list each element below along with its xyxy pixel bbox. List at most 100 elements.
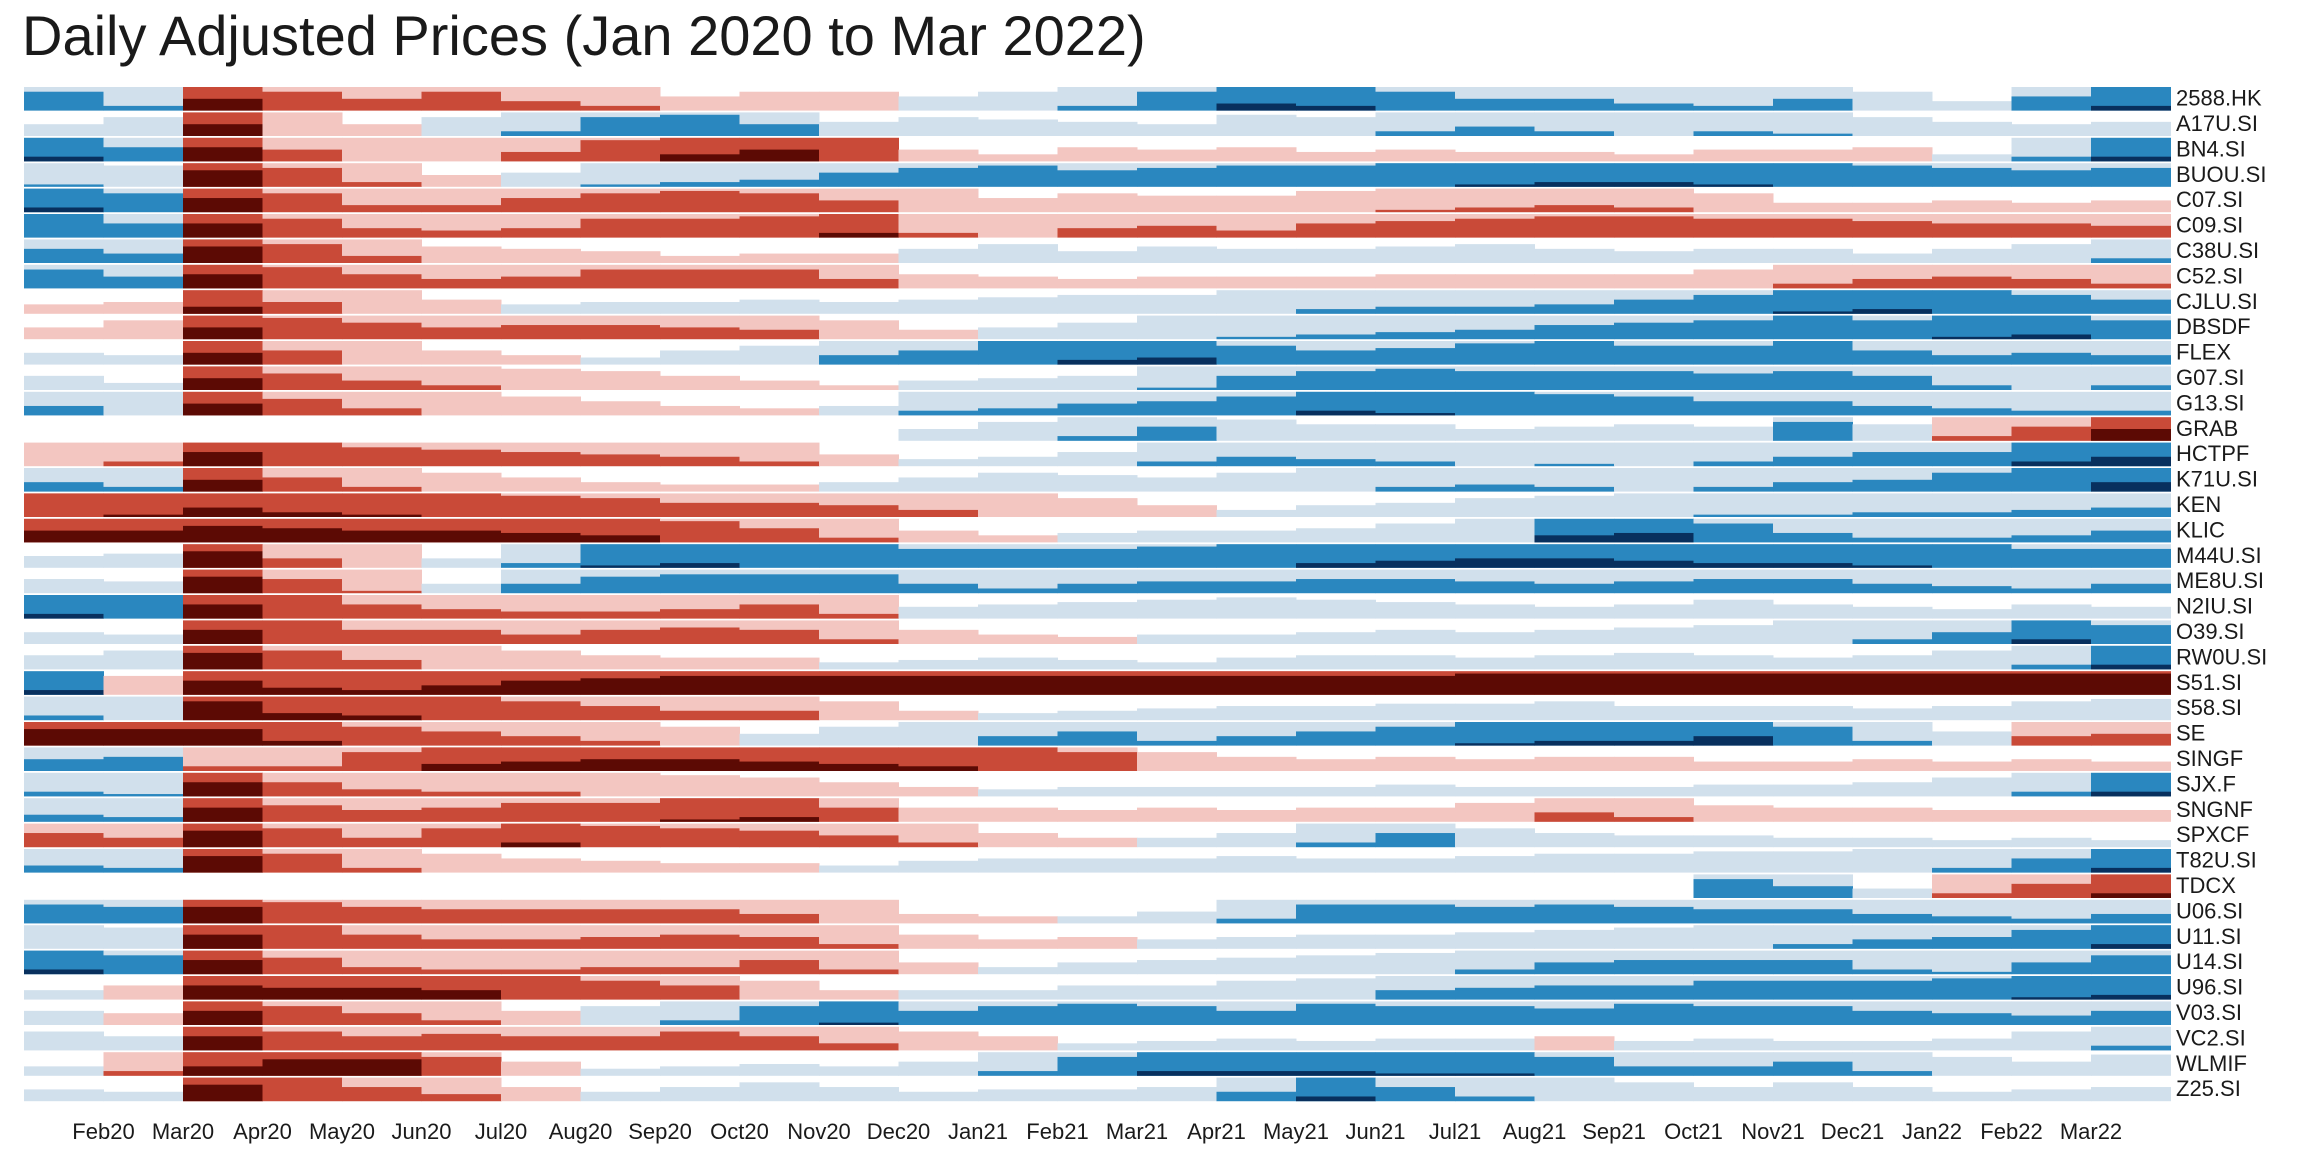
horizon-band [2091, 355, 2171, 365]
horizon-band [1534, 426, 1615, 441]
horizon-band [1137, 387, 1217, 390]
horizon-band [1534, 1036, 1615, 1051]
horizon-band [1375, 391, 1456, 416]
horizon-band [2091, 264, 2171, 289]
horizon-band [1932, 121, 2012, 136]
horizon-band [1137, 91, 1217, 111]
horizon-band [2091, 1087, 2171, 1102]
horizon-band [739, 1064, 820, 1076]
horizon-band [2091, 994, 2171, 1000]
horizon-band [819, 1087, 899, 1102]
horizon-band [103, 817, 184, 822]
horizon-band [183, 198, 263, 213]
horizon-band [103, 553, 184, 568]
horizon-band [1693, 401, 1774, 416]
horizon-band [2011, 639, 2092, 644]
horizon-band [1852, 350, 1933, 365]
horizon-band [1614, 188, 1694, 213]
horizon-band [262, 193, 343, 213]
horizon-band [898, 380, 979, 390]
horizon-band [898, 629, 979, 644]
horizon-band [660, 967, 740, 975]
horizon-band [421, 558, 502, 568]
horizon-band [580, 1068, 661, 1076]
horizon-band [660, 909, 740, 924]
horizon-band [1375, 306, 1456, 314]
horizon-band [1534, 558, 1615, 568]
horizon-band [978, 548, 1058, 568]
horizon-band [24, 1066, 104, 1076]
horizon-band [819, 172, 899, 187]
horizon-band [978, 119, 1058, 136]
horizon-band [739, 408, 820, 416]
horizon-band [1455, 657, 1535, 670]
horizon-band [1137, 858, 1217, 873]
horizon-band [1773, 1040, 1853, 1051]
horizon-band [1852, 655, 1933, 670]
horizon-band [1932, 167, 2012, 187]
horizon-band [103, 756, 184, 771]
horizon-band [24, 556, 104, 568]
horizon-band [2011, 410, 2092, 416]
horizon-band [1614, 532, 1694, 543]
horizon-band [1455, 391, 1535, 416]
horizon-band [1216, 581, 1297, 594]
horizon-band [183, 747, 263, 771]
horizon-band [819, 675, 899, 695]
horizon-band [1852, 673, 1933, 695]
horizon-band [1455, 828, 1535, 848]
horizon-band [1455, 987, 1535, 1000]
horizon-band [342, 752, 422, 771]
horizon-band [24, 690, 104, 695]
horizon-band [580, 967, 661, 975]
horizon-band [1375, 112, 1456, 136]
horizon-band [262, 853, 343, 873]
horizon-band [1057, 498, 1138, 517]
horizon-band [342, 789, 422, 797]
horizon-band [1137, 477, 1217, 492]
series-label: U14.SI [2176, 949, 2243, 974]
horizon-band [1773, 980, 1853, 1000]
horizon-band [183, 934, 263, 949]
horizon-band [24, 442, 104, 467]
horizon-band [2011, 645, 2092, 670]
horizon-band [342, 255, 422, 263]
x-tick-label: Mar20 [152, 1119, 214, 1144]
horizon-band [1137, 985, 1217, 1000]
horizon-band [739, 528, 820, 543]
horizon-band [24, 530, 104, 543]
horizon-band [1773, 544, 1853, 568]
horizon-band [262, 828, 343, 848]
horizon-band [1375, 368, 1456, 390]
horizon-band [1534, 98, 1615, 111]
horizon-band [660, 182, 740, 187]
horizon-band [103, 696, 184, 721]
horizon-band [342, 1059, 422, 1076]
horizon-band [421, 939, 502, 949]
horizon-band [1534, 904, 1615, 924]
horizon-band [978, 91, 1058, 111]
series-label: TDCX [2176, 873, 2236, 898]
horizon-band [1057, 294, 1138, 314]
horizon-band [1216, 756, 1297, 771]
horizon-band [262, 579, 343, 594]
horizon-band [262, 1059, 343, 1076]
horizon-band [501, 772, 581, 797]
horizon-band [1534, 182, 1615, 187]
horizon-band [1296, 706, 1376, 721]
horizon-band [342, 987, 422, 1000]
horizon-band [421, 990, 502, 1000]
horizon-band [421, 391, 502, 416]
horizon-band [1852, 565, 1933, 568]
horizon-band [262, 167, 343, 187]
horizon-band [580, 163, 661, 187]
horizon-band [1932, 609, 2012, 619]
horizon-band [24, 632, 104, 644]
horizon-band [660, 350, 740, 365]
horizon-band [1614, 1003, 1694, 1025]
horizon-band [2011, 223, 2092, 238]
horizon-band [342, 810, 422, 822]
horizon-band [1773, 149, 1853, 162]
horizon-band [1057, 1089, 1138, 1102]
horizon-band [1057, 341, 1138, 365]
